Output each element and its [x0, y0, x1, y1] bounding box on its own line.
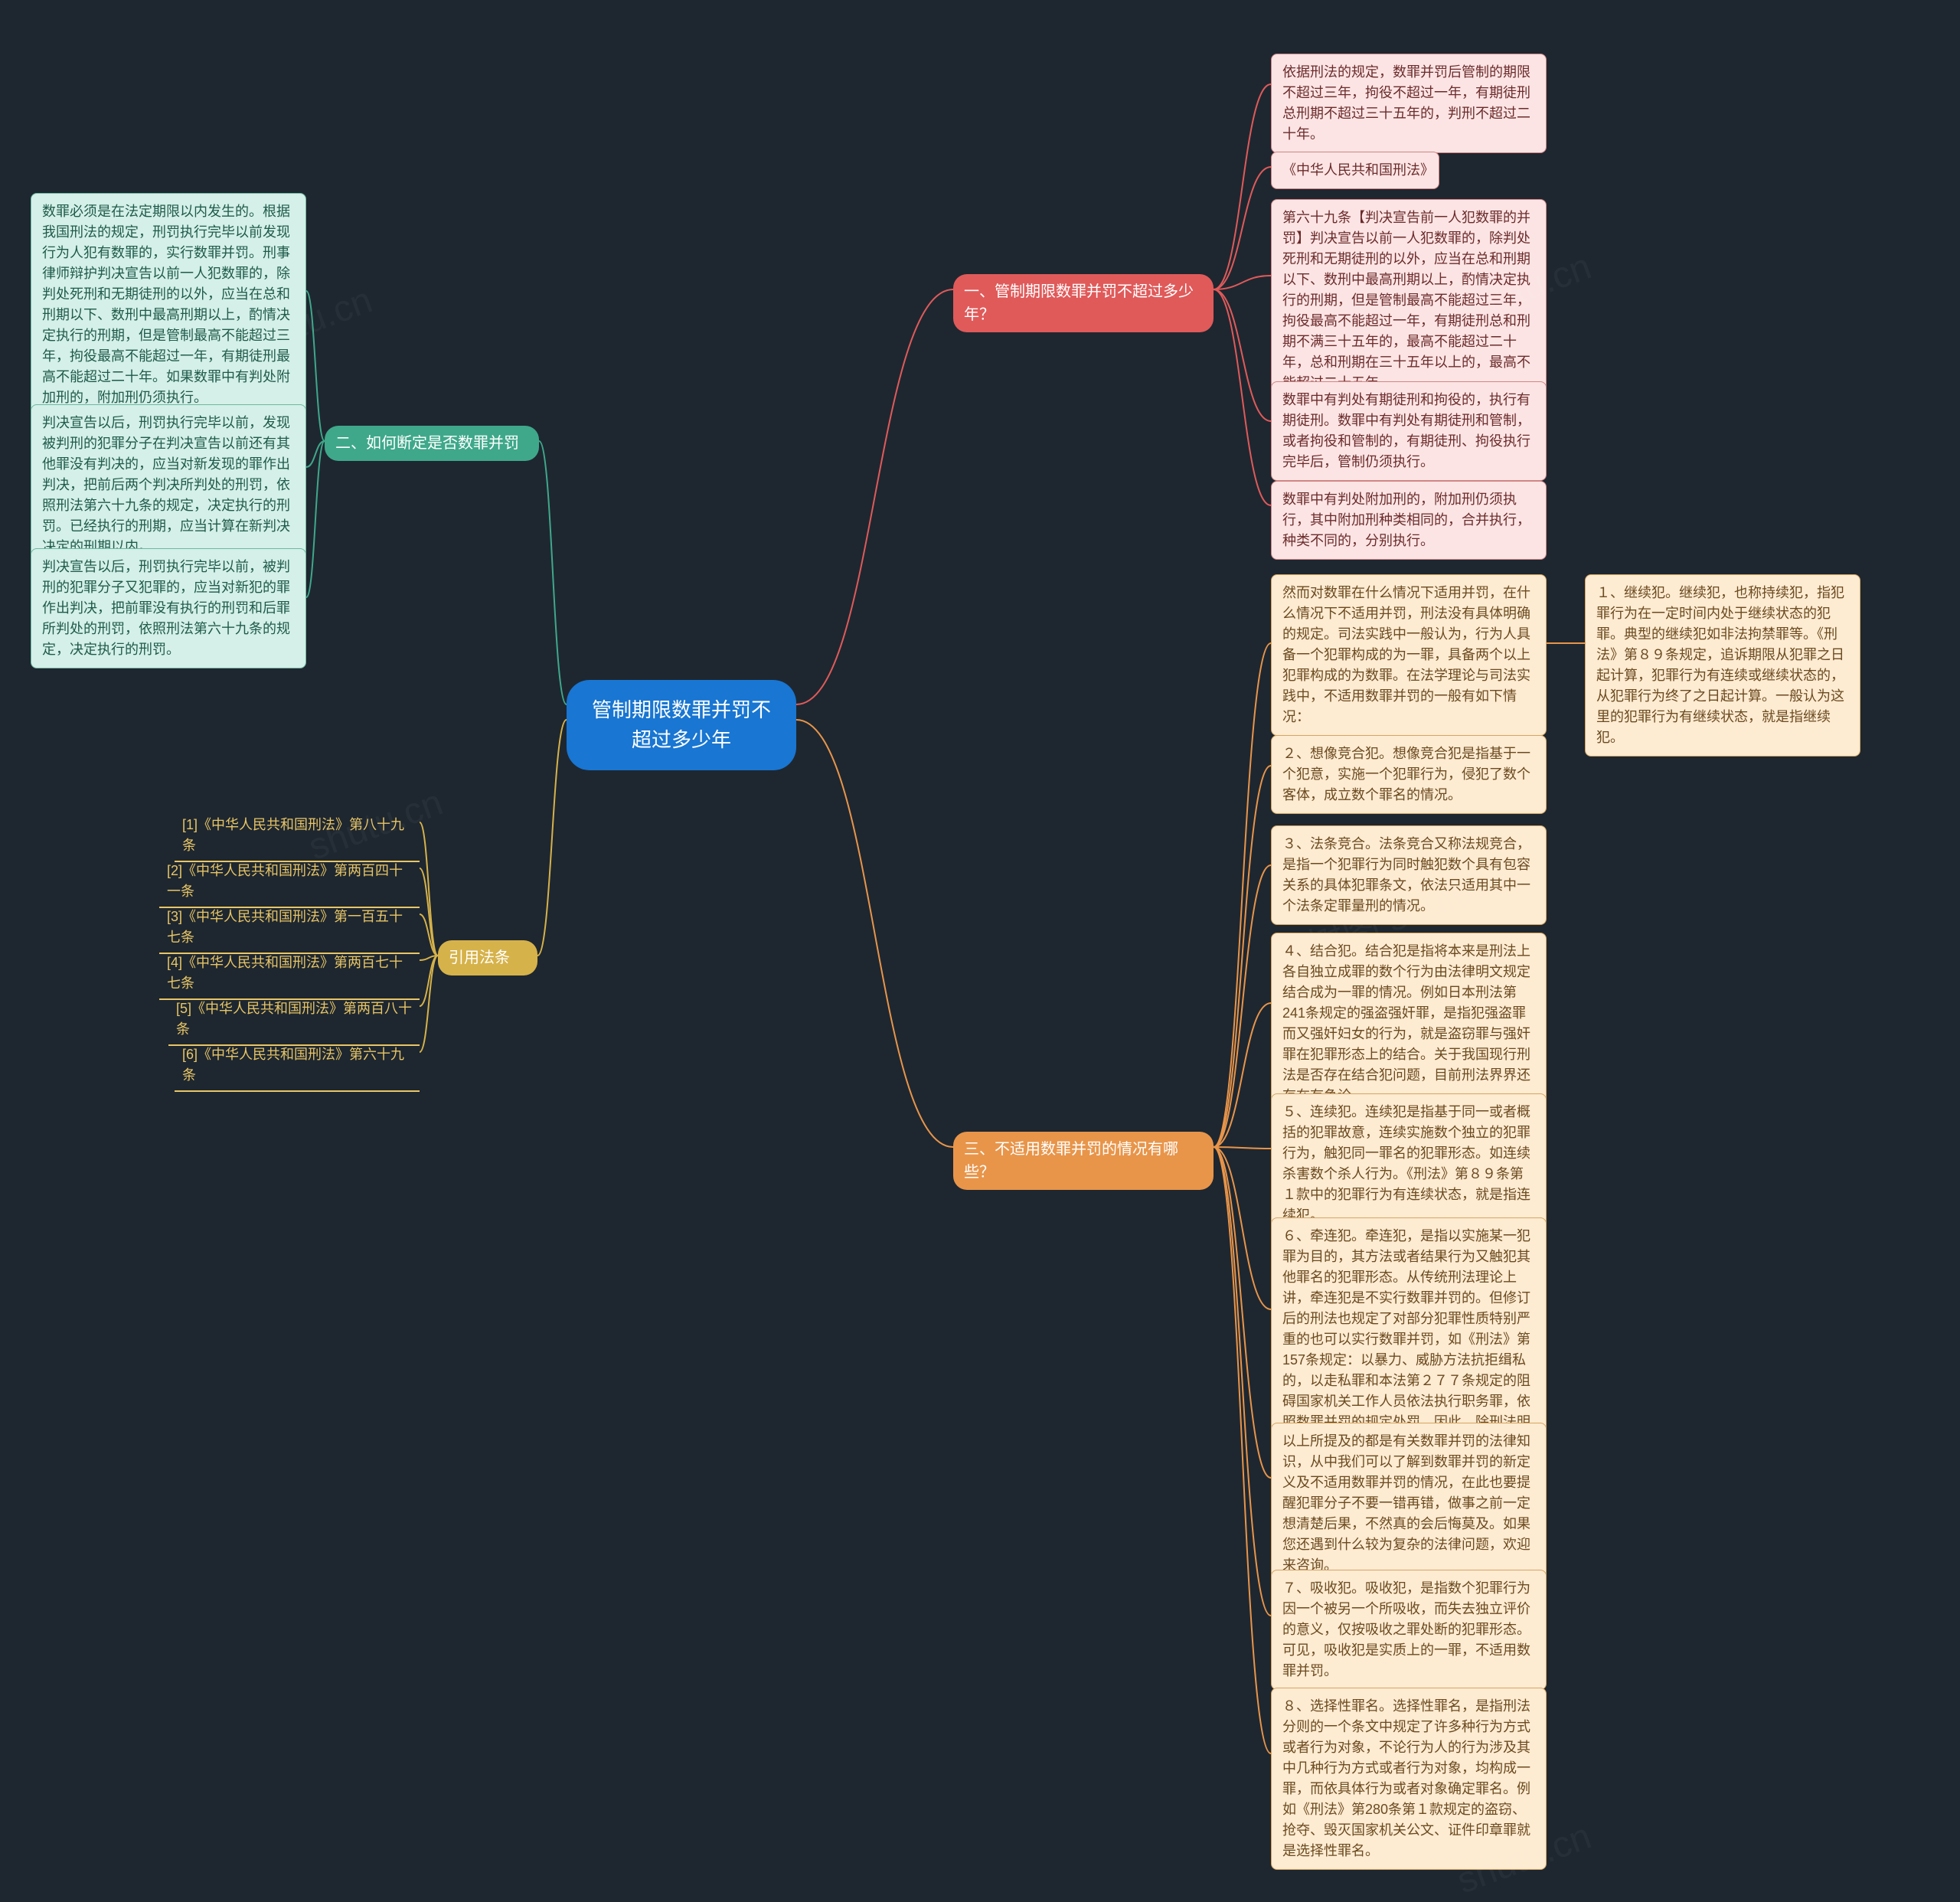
leaf-t3[interactable]: 判决宣告以后，刑罚执行完毕以前，被判刑的犯罪分子又犯罪的，应当对新犯的罪作出判决…	[31, 548, 306, 668]
leaf-o2[interactable]: ３、法条竞合。法条竞合又称法规竞合，是指一个犯罪行为同时触犯数个具有包容关系的具…	[1271, 825, 1547, 925]
leaf-r2[interactable]: 《中华人民共和国刑法》	[1271, 152, 1439, 189]
leaf-r3[interactable]: 第六十九条【判决宣告前一人犯数罪的并罚】判决宣告以前一人犯数罪的，除判处死刑和无…	[1271, 199, 1547, 402]
leaf-r5[interactable]: 数罪中有判处附加刑的，附加刑仍须执行，其中附加刑种类相同的，合并执行，种类不同的…	[1271, 481, 1547, 560]
branch-1[interactable]: 一、管制期限数罪并罚不超过多少年？	[953, 274, 1214, 332]
leaf-o3[interactable]: ４、结合犯。结合犯是指将本来是刑法上各自独立成罪的数个行为由法律明文规定结合成为…	[1271, 933, 1547, 1115]
leaf-y3[interactable]: [3]《中华人民共和国刑法》第一百五十七条	[159, 902, 420, 954]
leaf-t2[interactable]: 判决宣告以后，刑罚执行完毕以前，发现被判刑的犯罪分子在判决宣告以前还有其他罪没有…	[31, 404, 306, 566]
leaf-o7[interactable]: ７、吸收犯。吸收犯，是指数个犯罪行为因一个被另一个所吸收，而失去独立评价的意义，…	[1271, 1570, 1547, 1690]
leaf-y2[interactable]: [2]《中华人民共和国刑法》第两百四十一条	[159, 856, 420, 908]
leaf-o4[interactable]: ５、连续犯。连续犯是指基于同一或者概括的犯罪故意，连续实施数个独立的犯罪行为，触…	[1271, 1093, 1547, 1234]
leaf-y6[interactable]: [6]《中华人民共和国刑法》第六十九条	[175, 1040, 420, 1092]
leaf-o1[interactable]: ２、想像竞合犯。想像竞合犯是指基于一个犯意，实施一个犯罪行为，侵犯了数个客体，成…	[1271, 735, 1547, 814]
leaf-o6[interactable]: 以上所提及的都是有关数罪并罚的法律知识，从中我们可以了解到数罪并罚的新定义及不适…	[1271, 1423, 1547, 1584]
branch-2[interactable]: 二、如何断定是否数罪并罚	[325, 426, 539, 461]
root-node[interactable]: 管制期限数罪并罚不超过多少年	[567, 680, 796, 770]
leaf-y5[interactable]: [5]《中华人民共和国刑法》第两百八十条	[168, 994, 420, 1046]
leaf-y1[interactable]: [1]《中华人民共和国刑法》第八十九条	[175, 810, 420, 862]
leaf-r4[interactable]: 数罪中有判处有期徒刑和拘役的，执行有期徒刑。数罪中有判处有期徒刑和管制，或者拘役…	[1271, 381, 1547, 481]
branch-4[interactable]: 引用法条	[438, 940, 537, 976]
leaf-o0[interactable]: 然而对数罪在什么情况下适用并罚，在什么情况下不适用并罚，刑法没有具体明确的规定。…	[1271, 574, 1547, 736]
leaf-t1[interactable]: 数罪必须是在法定期限以内发生的。根据我国刑法的规定，刑罚执行完毕以前发现行为人犯…	[31, 193, 306, 417]
branch-3[interactable]: 三、不适用数罪并罚的情况有哪些？	[953, 1132, 1214, 1190]
leaf-o8[interactable]: ８、选择性罪名。选择性罪名，是指刑法分则的一个条文中规定了许多种行为方式或者行为…	[1271, 1688, 1547, 1870]
leaf-r1[interactable]: 依据刑法的规定，数罪并罚后管制的期限不超过三年，拘役不超过一年，有期徒刑总刑期不…	[1271, 54, 1547, 153]
leaf-o0b[interactable]: １、继续犯。继续犯，也称持续犯，指犯罪行为在一定时间内处于继续状态的犯罪。典型的…	[1585, 574, 1860, 757]
leaf-y4[interactable]: [4]《中华人民共和国刑法》第两百七十七条	[159, 948, 420, 1000]
